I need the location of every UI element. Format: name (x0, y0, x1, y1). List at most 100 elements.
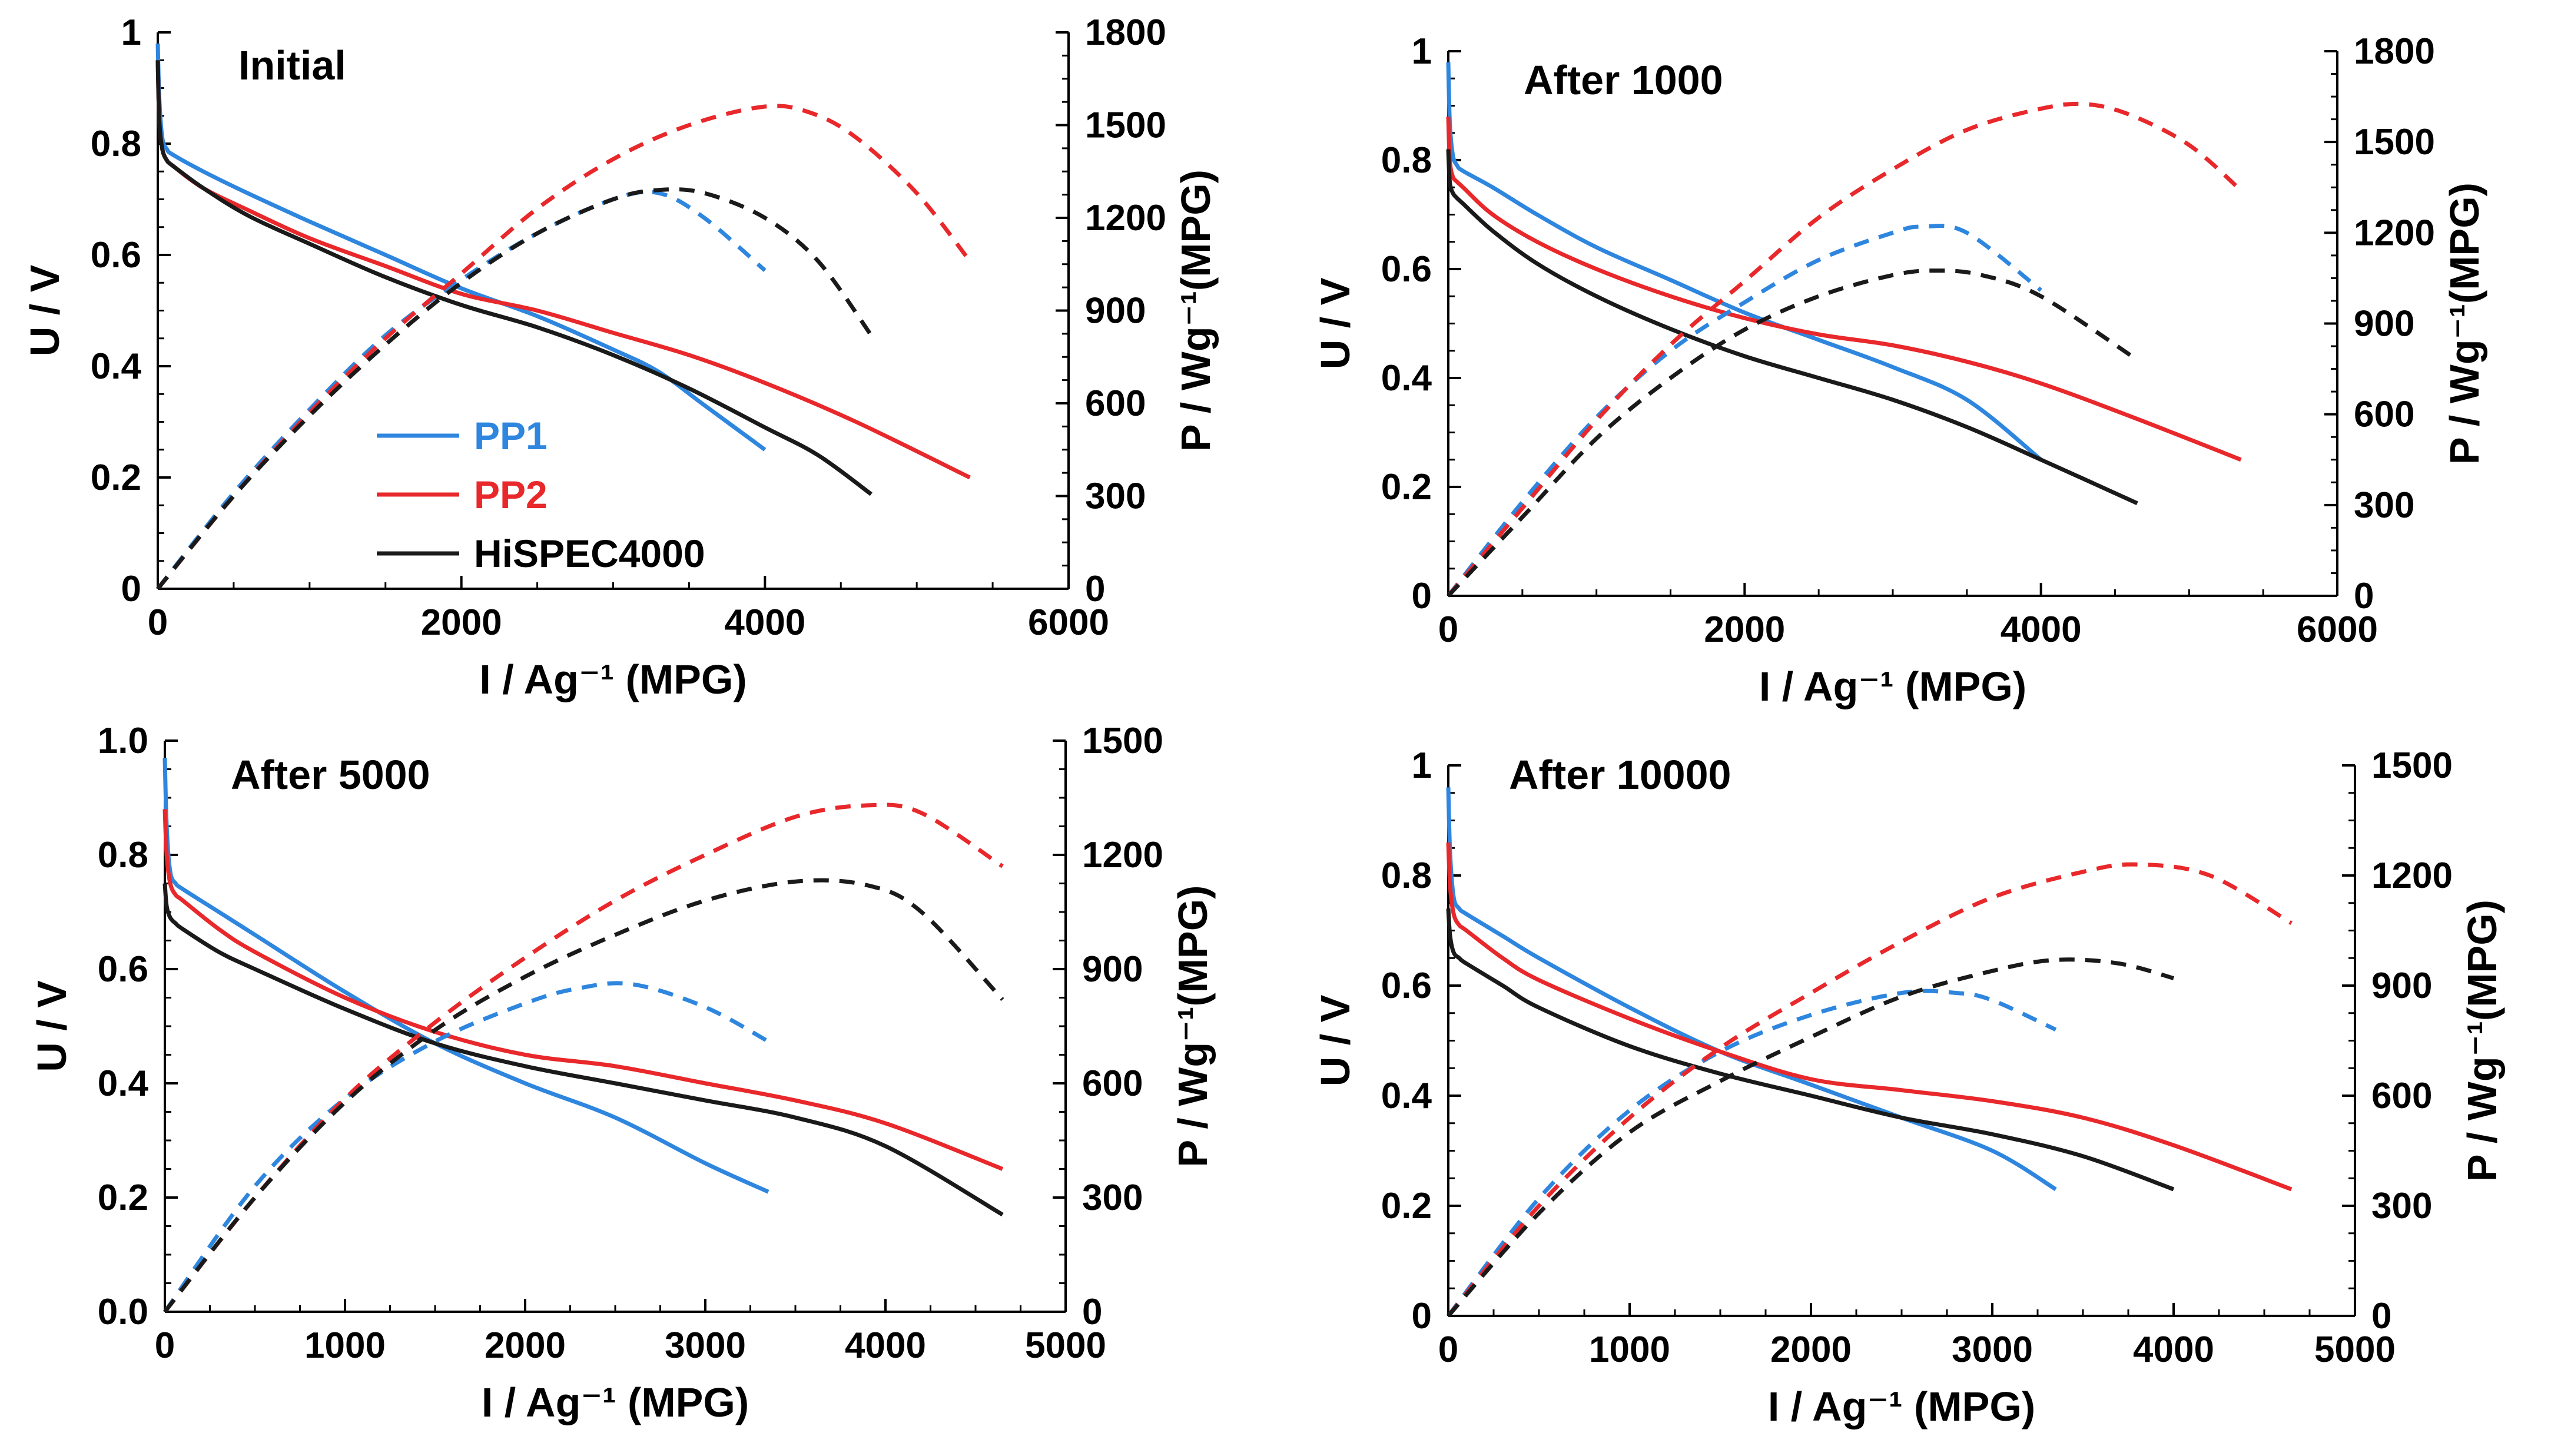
series-hispec4000-power-line (156, 187, 873, 591)
x-axis-title: I / Ag⁻¹ (MPG) (479, 656, 747, 702)
y2-tick-label: 1800 (2354, 31, 2435, 72)
x-tick-label: 2000 (421, 602, 502, 643)
y-tick-label: 0.6 (98, 949, 148, 990)
y-tick-label: 0 (121, 569, 141, 609)
series-pp2-power-line (1447, 862, 2293, 1318)
x-tick-label: 0 (1438, 609, 1458, 650)
x-tick-label: 0 (148, 602, 168, 643)
y2-tick-label: 600 (2371, 1076, 2432, 1116)
panel-title: After 1000 (1524, 57, 1723, 103)
y2-tick-label: 0 (2354, 576, 2374, 616)
y2-tick-label: 300 (2354, 485, 2414, 526)
panel-after-10000: 0 0.2 0.4 0.6 0.8 1 0 300 600 900 1200 1500 0 1000 200… (1312, 745, 2505, 1430)
y-tick-label: 0.2 (91, 457, 141, 498)
panel-after-5000: 0.0 0.2 0.4 0.6 0.8 1.0 0 300 600 900 1200 1500 0 100… (29, 721, 1216, 1425)
y2-tick-label: 1500 (1082, 721, 1163, 761)
y2-axis-title: P / Wg⁻¹(MPG) (1170, 885, 1216, 1168)
y2-tick-label: 900 (1085, 291, 1146, 331)
y-tick-label: 0 (1412, 1296, 1432, 1336)
y2-tick-label: 0 (2371, 1296, 2391, 1336)
y-tick-label: 0.4 (98, 1063, 149, 1104)
y-axis-title: U / V (22, 264, 68, 356)
series-hispec4000-voltage-line (155, 60, 873, 496)
y2-tick-label: 1800 (1085, 12, 1166, 53)
x-tick-label: 0 (155, 1325, 175, 1366)
y2-axis-title: P / Wg⁻¹(MPG) (2441, 183, 2487, 465)
series-pp1-power-line (1447, 989, 2057, 1318)
x-tick-label: 3000 (1952, 1329, 2033, 1370)
x-tick-label: 3000 (665, 1325, 746, 1366)
x-tick-label: 2000 (1770, 1329, 1852, 1370)
legend-label: PP1 (474, 414, 548, 457)
y-tick-label: 0.6 (1381, 249, 1432, 290)
y-tick-label: 0.8 (1381, 140, 1432, 181)
y2-tick-label: 0 (1082, 1292, 1102, 1332)
y2-tick-label: 1500 (2371, 745, 2453, 786)
y2-axis-title: P / Wg⁻¹(MPG) (2459, 900, 2505, 1182)
x-tick-label: 2000 (1704, 609, 1785, 650)
y-tick-label: 0.2 (98, 1178, 148, 1218)
x-tick-label: 0 (1438, 1329, 1458, 1370)
y-tick-label: 0.2 (1381, 1186, 1432, 1226)
y2-tick-label: 1500 (2354, 122, 2435, 162)
x-tick-label: 2000 (485, 1325, 566, 1366)
x-axis-title: I / Ag⁻¹ (MPG) (1759, 664, 2026, 709)
y-tick-label: 0.6 (91, 235, 141, 276)
x-tick-label: 4000 (724, 602, 805, 643)
legend-label: HiSPEC4000 (474, 532, 705, 575)
y-tick-label: 1 (121, 12, 141, 53)
x-tick-label: 1000 (1589, 1329, 1670, 1370)
y-axis-title: U / V (1312, 277, 1358, 369)
panel-title: After 10000 (1509, 752, 1731, 798)
panel-initial: 0 0.2 0.4 0.6 0.8 1 0 300 600 900 1200 1500 1800 0 200… (22, 12, 1219, 702)
series-pp1-voltage-line (162, 758, 769, 1194)
y2-tick-label: 1200 (2354, 213, 2435, 253)
panel-title: Initial (238, 42, 346, 88)
series-pp2-power-line (1447, 101, 2242, 598)
y2-axis-title: P / Wg⁻¹(MPG) (1173, 170, 1219, 452)
legend: PP1 PP2 HiSPEC4000 (377, 414, 705, 575)
y2-tick-label: 600 (1082, 1063, 1143, 1104)
y2-tick-label: 300 (1082, 1178, 1143, 1218)
series-hispec4000-voltage-line (1446, 149, 2138, 505)
panel-title: After 5000 (231, 752, 430, 798)
series-pp2-voltage-line (1446, 116, 2242, 462)
x-tick-label: 5000 (1025, 1325, 1106, 1366)
y-tick-label: 0 (1412, 576, 1432, 616)
x-tick-label: 5000 (2314, 1329, 2396, 1370)
x-tick-label: 4000 (845, 1325, 926, 1366)
series-hispec4000-voltage-line (1446, 908, 2175, 1192)
y-tick-label: 0.0 (98, 1292, 148, 1332)
y2-tick-label: 1500 (1085, 105, 1166, 146)
panel-after-1000: 0 0.2 0.4 0.6 0.8 1 0 300 600 900 1200 1500 1800 0 200… (1312, 31, 2487, 709)
y2-tick-label: 900 (2354, 304, 2414, 344)
series-pp1-voltage-line (1446, 62, 2042, 462)
y2-tick-label: 300 (2371, 1186, 2432, 1226)
y2-tick-label: 1200 (1085, 198, 1166, 238)
y-tick-label: 0.4 (1381, 358, 1432, 399)
x-axis-title: I / Ag⁻¹ (MPG) (1768, 1384, 2035, 1430)
legend-label: PP2 (474, 473, 548, 516)
y2-tick-label: 900 (1082, 949, 1143, 990)
series-hispec4000-power-line (163, 878, 1004, 1314)
y-tick-label: 0.8 (1381, 855, 1432, 896)
y-tick-label: 0.6 (1381, 966, 1432, 1006)
y2-tick-label: 0 (1085, 569, 1105, 609)
x-tick-label: 4000 (2001, 609, 2082, 650)
y2-tick-label: 900 (2371, 966, 2432, 1006)
series-pp2-voltage-line (1446, 842, 2293, 1192)
series-pp1-power-line (1447, 223, 2042, 598)
y-tick-label: 1.0 (98, 721, 148, 761)
y-tick-label: 0.8 (91, 124, 141, 164)
y-tick-label: 0.8 (98, 835, 148, 875)
x-tick-label: 4000 (2133, 1329, 2214, 1370)
y2-tick-label: 300 (1085, 476, 1146, 517)
y-tick-label: 0.2 (1381, 467, 1432, 508)
y-axis-title: U / V (1312, 994, 1358, 1086)
series-hispec4000-power-line (1447, 957, 2174, 1318)
y-tick-label: 1 (1412, 745, 1432, 786)
y-axis-title: U / V (29, 980, 75, 1072)
y-tick-label: 0.4 (1381, 1076, 1432, 1116)
x-tick-label: 1000 (304, 1325, 386, 1366)
